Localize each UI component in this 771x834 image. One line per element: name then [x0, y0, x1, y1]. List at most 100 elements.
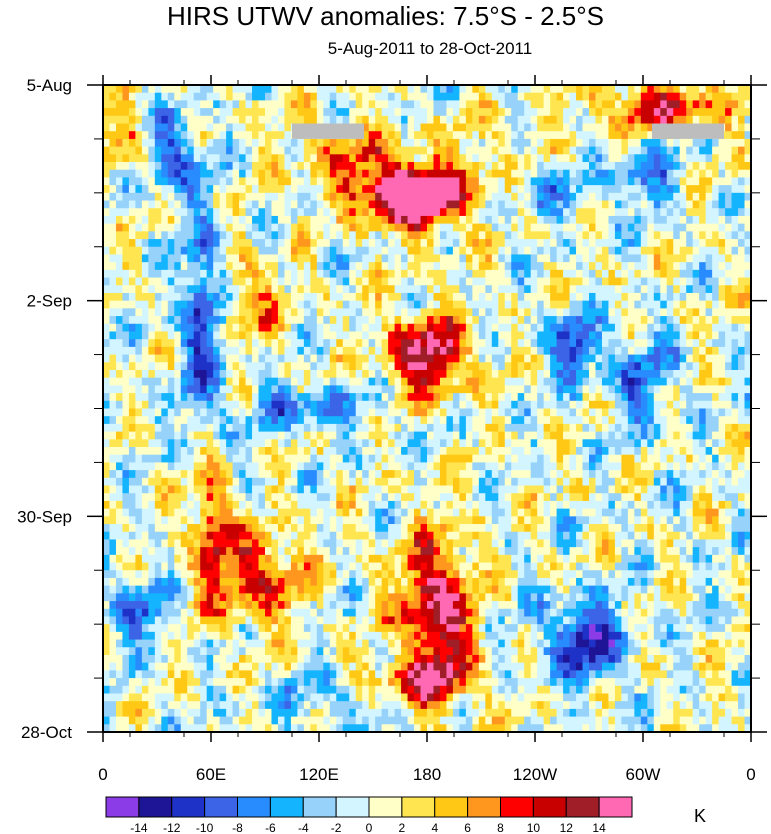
heatmap-cell	[252, 454, 260, 464]
heatmap-cell	[601, 323, 610, 333]
heatmap-cell	[407, 285, 415, 294]
heatmap-cell	[660, 416, 668, 425]
heatmap-cell	[640, 339, 648, 348]
heatmap-cell	[349, 215, 357, 225]
heatmap-cell	[660, 369, 668, 379]
heatmap-cell	[725, 185, 733, 194]
heatmap-cell	[614, 331, 622, 340]
heatmap-cell	[433, 169, 441, 179]
heatmap-cell	[556, 431, 564, 440]
heatmap-cell	[122, 447, 130, 456]
heatmap-cell	[543, 115, 551, 125]
heatmap-cell	[679, 146, 687, 155]
heatmap-cell	[725, 331, 733, 340]
heatmap-cell	[660, 215, 668, 225]
heatmap-cell	[394, 377, 402, 386]
heatmap-cell	[485, 277, 493, 286]
heatmap-cell	[459, 431, 467, 440]
heatmap-cell	[355, 254, 363, 263]
heatmap-cell	[608, 231, 616, 240]
heatmap-cell	[556, 462, 564, 471]
heatmap-cell	[550, 416, 558, 425]
heatmap-cell	[686, 462, 694, 471]
heatmap-cell	[213, 369, 221, 379]
heatmap-cell	[252, 177, 260, 186]
heatmap-cell	[122, 323, 130, 333]
heatmap-cell	[122, 231, 130, 240]
heatmap-cell	[336, 185, 344, 194]
heatmap-cell	[122, 208, 130, 217]
heatmap-cell	[660, 300, 668, 309]
heatmap-cell	[316, 331, 324, 340]
heatmap-cell	[277, 292, 286, 302]
heatmap-cell	[128, 316, 136, 325]
heatmap-cell	[239, 108, 247, 117]
heatmap-cell	[141, 393, 149, 402]
heatmap-cell	[245, 323, 253, 333]
heatmap-cell	[563, 239, 571, 248]
heatmap-cell	[653, 200, 661, 209]
heatmap-cell	[640, 123, 648, 132]
heatmap-cell	[634, 308, 642, 317]
heatmap-cell	[290, 215, 298, 225]
heatmap-cell	[342, 408, 350, 417]
heatmap-cell	[640, 285, 648, 294]
heatmap-cell	[394, 316, 402, 325]
heatmap-cell	[128, 300, 136, 309]
heatmap-cell	[705, 246, 713, 256]
heatmap-cell	[271, 208, 279, 217]
heatmap-cell	[342, 462, 350, 471]
heatmap-cell	[148, 331, 156, 340]
heatmap-cell	[245, 408, 253, 417]
heatmap-cell	[180, 277, 188, 286]
heatmap-cell	[608, 177, 616, 186]
heatmap-cell	[420, 385, 428, 394]
heatmap-cell	[316, 462, 324, 471]
heatmap-cell	[401, 169, 409, 179]
heatmap-cell	[239, 100, 247, 109]
heatmap-cell	[154, 447, 162, 456]
heatmap-cell	[187, 300, 195, 309]
heatmap-cell	[265, 323, 273, 333]
heatmap-cell	[115, 223, 124, 232]
heatmap-cell	[394, 393, 402, 402]
heatmap-cell	[388, 215, 396, 225]
heatmap-cell	[491, 115, 499, 125]
heatmap-cell	[258, 169, 266, 179]
heatmap-cell	[375, 108, 383, 117]
heatmap-cell	[122, 362, 130, 371]
heatmap-cell	[439, 100, 448, 109]
heatmap-cell	[109, 385, 117, 394]
heatmap-cell	[725, 292, 733, 302]
heatmap-cell	[653, 192, 661, 202]
heatmap-cell	[148, 369, 156, 379]
heatmap-cell	[660, 169, 668, 179]
heatmap-cell	[362, 185, 370, 194]
heatmap-cell	[433, 416, 441, 425]
heatmap-cell	[245, 146, 253, 155]
heatmap-cell	[355, 346, 363, 356]
heatmap-cell	[524, 331, 532, 340]
heatmap-cell	[621, 423, 629, 433]
heatmap-cell	[245, 447, 253, 456]
heatmap-cell	[115, 339, 124, 348]
heatmap-cell	[627, 308, 635, 317]
heatmap-cell	[530, 354, 538, 363]
heatmap-cell	[699, 454, 707, 464]
heatmap-cell	[355, 339, 363, 348]
heatmap-cell	[414, 138, 422, 148]
heatmap-cell	[394, 292, 402, 302]
heatmap-cell	[206, 185, 214, 194]
heatmap-cell	[349, 177, 357, 186]
heatmap-cell	[115, 262, 124, 271]
heatmap-cell	[148, 362, 156, 371]
heatmap-cell	[517, 431, 525, 440]
heatmap-cell	[219, 316, 227, 325]
heatmap-cell	[336, 146, 344, 155]
heatmap-cell	[621, 439, 629, 448]
heatmap-cell	[660, 223, 668, 232]
heatmap-cell	[686, 292, 694, 302]
heatmap-cell	[634, 439, 642, 448]
heatmap-cell	[601, 100, 610, 109]
heatmap-cell	[362, 462, 370, 471]
